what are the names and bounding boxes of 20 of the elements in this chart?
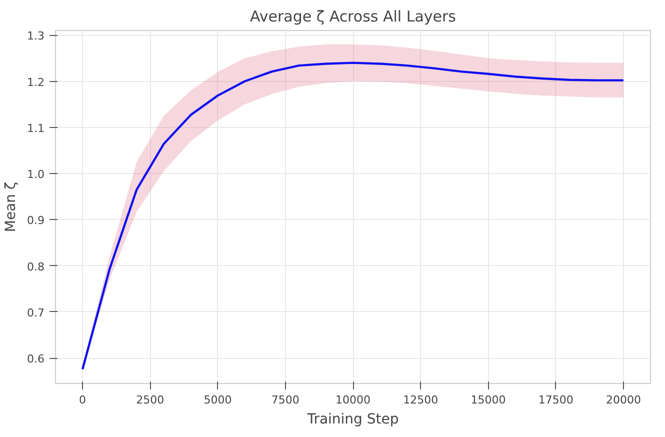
x-tick-label: 7500 xyxy=(271,394,300,406)
y-tick-label: 1.3 xyxy=(27,30,45,43)
y-tick-label: 0.9 xyxy=(27,214,45,228)
chart-title: Average ζ Across All Layers xyxy=(250,8,456,26)
x-tick-label: 10000 xyxy=(336,394,371,406)
x-tick-label: 12500 xyxy=(403,394,438,406)
y-tick-label: 1.0 xyxy=(27,168,45,182)
y-tick-label: 0.7 xyxy=(27,306,45,320)
x-tick-label: 0 xyxy=(79,394,86,406)
y-axis-title: Mean ζ xyxy=(3,182,20,232)
x-tick-label: 5000 xyxy=(204,394,232,406)
x-tick-label: 15000 xyxy=(470,394,506,406)
x-tick-label: 2500 xyxy=(136,394,164,406)
y-tick-label: 1.1 xyxy=(27,122,45,135)
x-tick-label: 17500 xyxy=(538,394,574,406)
y-tick-label: 0.8 xyxy=(27,260,45,274)
x-tick-label: 20000 xyxy=(606,394,641,406)
y-tick-label: 1.2 xyxy=(27,76,45,89)
y-tick-label: 0.6 xyxy=(27,352,45,366)
x-axis-title: Training Step xyxy=(306,412,399,428)
